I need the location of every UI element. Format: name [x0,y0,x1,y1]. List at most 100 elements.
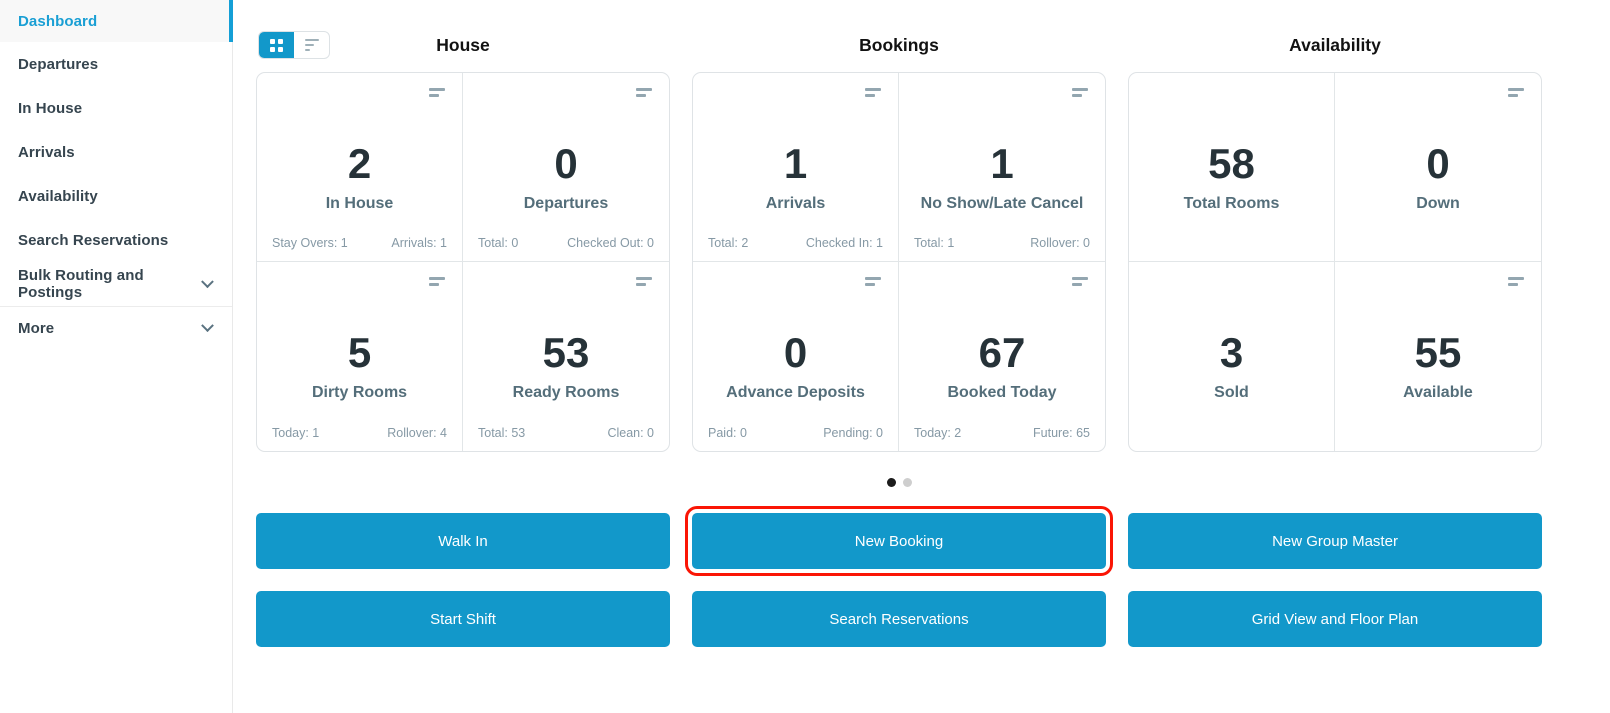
list-view-icon [304,39,319,51]
stat-label: Down [1416,195,1460,212]
stat-footer-left: Today: 1 [272,426,320,440]
sidebar-item-label: In House [18,99,83,117]
view-toggle [258,31,330,59]
stat-footer-right: Clean: 0 [607,426,654,440]
sidebar-item-in-house[interactable]: In House [0,86,232,130]
card-menu-icon[interactable] [1070,275,1090,288]
card-menu-icon[interactable] [1506,275,1526,288]
group-house: House 2 In House Stay Overs: 1 Arrivals:… [256,31,670,452]
start-shift-button[interactable]: Start Shift [256,591,670,647]
sidebar-item-dashboard[interactable]: Dashboard [0,0,233,42]
stat-label: Departures [523,195,609,212]
walk-in-button[interactable]: Walk In [256,513,670,569]
chevron-down-icon [201,319,214,333]
search-reservations-button[interactable]: Search Reservations [692,591,1106,647]
stat-value: 58 [1208,140,1255,187]
stat-value: 0 [554,140,578,187]
sidebar-item-label: Dashboard [18,12,98,30]
carousel-pagination [256,478,1542,487]
stat-label: Booked Today [947,384,1057,401]
grid-view-toggle-button[interactable] [259,32,294,58]
availability-card-grid: 58 Total Rooms 0 Down 3 Sold 55 [1128,72,1542,452]
stat-footer-left: Today: 2 [914,426,962,440]
stat-label: Dirty Rooms [311,384,408,401]
stat-footer: Total: 2 Checked In: 1 [708,236,883,250]
stat-value: 1 [990,140,1014,187]
sidebar-item-label: Bulk Routing and Postings [18,267,144,301]
stat-value: 67 [978,329,1026,376]
pagination-dot-2[interactable] [902,478,912,487]
stat-label: Available [1403,384,1473,401]
stat-card-booked-today[interactable]: 67 Booked Today Today: 2 Future: 65 [899,262,1105,451]
group-availability: Availability 58 Total Rooms 0 Down 3 Sol… [1128,31,1542,452]
stat-card-sold[interactable]: 3 Sold [1129,262,1335,451]
stat-card-arrivals[interactable]: 1 Arrivals Total: 2 Checked In: 1 [693,73,899,262]
stat-footer: Paid: 0 Pending: 0 [708,426,883,440]
stat-value: 0 [783,329,808,376]
main-content: House 2 In House Stay Overs: 1 Arrivals:… [233,0,1610,713]
stat-value: 55 [1414,329,1462,376]
house-card-grid: 2 In House Stay Overs: 1 Arrivals: 1 0 D… [256,72,670,452]
stat-footer-right: Arrivals: 1 [391,236,447,250]
pagination-dot-1[interactable] [886,478,896,487]
sidebar-item-availability[interactable]: Availability [0,174,232,218]
group-title: Bookings [859,35,939,55]
stat-value: 2 [347,140,372,187]
grid-view-and-floor-plan-button[interactable]: Grid View and Floor Plan [1128,591,1542,647]
stat-label: In House [325,195,394,212]
stat-footer: Today: 1 Rollover: 4 [272,426,447,440]
card-menu-icon[interactable] [634,86,654,99]
card-menu-icon[interactable] [634,275,654,288]
group-bookings: Bookings 1 Arrivals Total: 2 Checked In:… [692,31,1106,452]
stat-label: Total Rooms [1183,195,1280,212]
sidebar-item-arrivals[interactable]: Arrivals [0,130,232,174]
sidebar-item-label: Availability [18,187,98,205]
stat-label: Ready Rooms [512,384,620,401]
stat-footer-left: Total: 1 [914,236,955,250]
stat-value: 0 [1426,140,1450,187]
card-menu-icon[interactable] [1506,86,1526,99]
stat-footer-right: Rollover: 0 [1030,236,1090,250]
stat-footer-right: Rollover: 4 [387,426,447,440]
stat-card-departures[interactable]: 0 Departures Total: 0 Checked Out: 0 [463,73,669,262]
bookings-card-grid: 1 Arrivals Total: 2 Checked In: 1 1 No S… [692,72,1106,452]
stat-card-ready-rooms[interactable]: 53 Ready Rooms Total: 53 Clean: 0 [463,262,669,451]
stat-footer-right: Pending: 0 [823,426,883,440]
stat-card-no-show-late-cancel[interactable]: 1 No Show/Late Cancel Total: 1 Rollover:… [899,73,1105,262]
sidebar: Dashboard Departures In House Arrivals A… [0,0,233,713]
card-menu-icon[interactable] [427,86,447,99]
new-booking-button[interactable]: New Booking [685,506,1113,576]
stat-value: 5 [347,329,372,376]
stat-footer-left: Stay Overs: 1 [272,236,348,250]
list-view-toggle-button[interactable] [294,32,329,58]
card-menu-icon[interactable] [427,275,447,288]
stat-footer: Total: 0 Checked Out: 0 [478,236,654,250]
stat-value: 53 [542,329,590,376]
stat-footer: Total: 1 Rollover: 0 [914,236,1090,250]
stat-card-available[interactable]: 55 Available [1335,262,1541,451]
card-menu-icon[interactable] [1070,86,1090,99]
stat-label: Sold [1214,384,1249,401]
stat-card-dirty-rooms[interactable]: 5 Dirty Rooms Today: 1 Rollover: 4 [257,262,463,451]
card-menu-icon[interactable] [863,86,883,99]
stat-card-in-house[interactable]: 2 In House Stay Overs: 1 Arrivals: 1 [257,73,463,262]
sidebar-item-more[interactable]: More [0,306,232,350]
new-group-master-button[interactable]: New Group Master [1128,513,1542,569]
stat-footer-right: Checked In: 1 [805,236,883,250]
sidebar-item-bulk-routing-and-postings[interactable]: Bulk Routing and Postings [0,262,232,306]
stat-footer-left: Total: 0 [478,236,519,250]
stat-card-advance-deposits[interactable]: 0 Advance Deposits Paid: 0 Pending: 0 [693,262,899,451]
sidebar-item-search-reservations[interactable]: Search Reservations [0,218,232,262]
stat-card-total-rooms[interactable]: 58 Total Rooms [1129,73,1335,262]
stat-label: Arrivals [765,195,826,212]
stat-value: 1 [783,140,808,187]
sidebar-item-label: Departures [18,55,99,73]
sidebar-item-departures[interactable]: Departures [0,42,232,86]
stat-card-down[interactable]: 0 Down [1335,73,1541,262]
sidebar-item-label: Search Reservations [18,231,169,249]
sidebar-item-label: More [18,320,55,337]
group-title: House [436,35,490,55]
card-menu-icon[interactable] [863,275,883,288]
stat-footer: Total: 53 Clean: 0 [478,426,654,440]
